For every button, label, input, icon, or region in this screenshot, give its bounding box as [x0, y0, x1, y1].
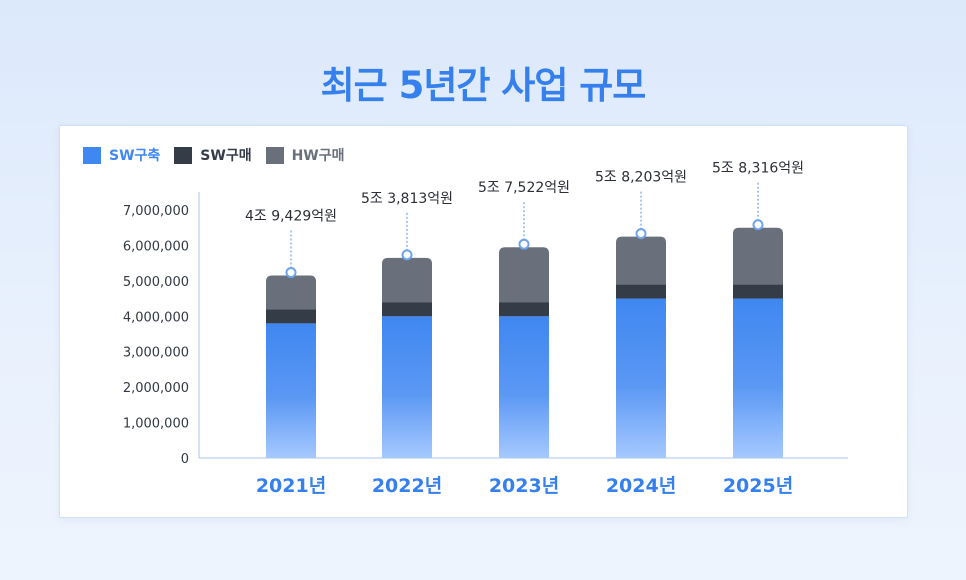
bar-segment-hw-purchase	[382, 257, 432, 303]
bar-segment-sw-build	[382, 316, 432, 458]
x-category-label: 2024년	[606, 475, 676, 497]
y-tick-label: 5,000,000	[123, 275, 189, 290]
bar-segment-sw-build	[733, 298, 783, 458]
total-marker	[401, 249, 413, 261]
chart-axes: 0 1,000,000 2,000,000 3,000,000 4,000,000 5,0…	[123, 192, 848, 467]
total-marker	[518, 238, 530, 250]
y-tick-label: 6,000,000	[123, 239, 189, 254]
bar-segment-sw-purchase	[616, 284, 666, 299]
legend-swatch-sw-purchase	[174, 146, 193, 164]
legend-swatch-hw-purchase	[265, 146, 284, 164]
x-category-label: 2023년	[489, 475, 559, 497]
bar-segment-sw-purchase	[733, 284, 783, 299]
legend-swatch-sw-build	[83, 146, 101, 164]
legend-label-sw-purchase: SW구매	[200, 148, 252, 164]
x-category-label: 2021년	[256, 475, 326, 497]
total-marker	[752, 219, 764, 231]
chart-bars	[266, 227, 783, 458]
bar-segment-sw-build	[499, 316, 549, 458]
total-label: 5조 3,813억원	[361, 191, 453, 207]
page-title: 최근 5년간 사업 규모	[320, 64, 647, 107]
y-tick-label: 2,000,000	[123, 381, 189, 396]
y-tick-label: 0	[181, 452, 189, 467]
y-tick-label: 4,000,000	[123, 310, 189, 325]
x-category-label: 2025년	[723, 475, 793, 497]
bar-segment-hw-purchase	[499, 247, 549, 303]
chart-legend: SW구축 SW구매 HW구매	[83, 145, 351, 165]
legend-item-sw-purchase: SW구매	[174, 145, 252, 165]
bar-segment-sw-purchase	[499, 302, 549, 317]
total-label: 5조 7,522억원	[478, 180, 570, 196]
total-label: 4조 9,429억원	[245, 209, 337, 225]
total-marker	[635, 228, 647, 240]
legend-item-hw-purchase: HW구매	[265, 145, 345, 165]
total-label: 5조 8,203억원	[595, 170, 687, 186]
bar-segment-sw-purchase	[266, 309, 316, 324]
bar-segment-sw-purchase	[382, 302, 432, 317]
bar-segment-sw-build	[266, 323, 316, 458]
total-marker	[285, 267, 297, 279]
legend-label-hw-purchase: HW구매	[291, 148, 345, 164]
y-tick-label: 7,000,000	[123, 204, 189, 219]
y-tick-label: 1,000,000	[123, 417, 189, 432]
bar-segment-hw-purchase	[733, 227, 783, 285]
bar-segment-hw-purchase	[266, 275, 316, 310]
x-category-label: 2022년	[372, 475, 442, 497]
y-tick-label: 3,000,000	[123, 346, 189, 361]
legend-label-sw-build: SW구축	[109, 148, 161, 164]
total-label: 5조 8,316억원	[712, 161, 804, 177]
legend-item-sw-build: SW구축	[83, 145, 160, 165]
bar-segment-hw-purchase	[616, 236, 666, 285]
chart-labels: 4조 9,429억원 2021년 5조 3,813억원 2022년 5조 7,522억원…	[245, 161, 804, 497]
bar-segment-sw-build	[616, 298, 666, 458]
